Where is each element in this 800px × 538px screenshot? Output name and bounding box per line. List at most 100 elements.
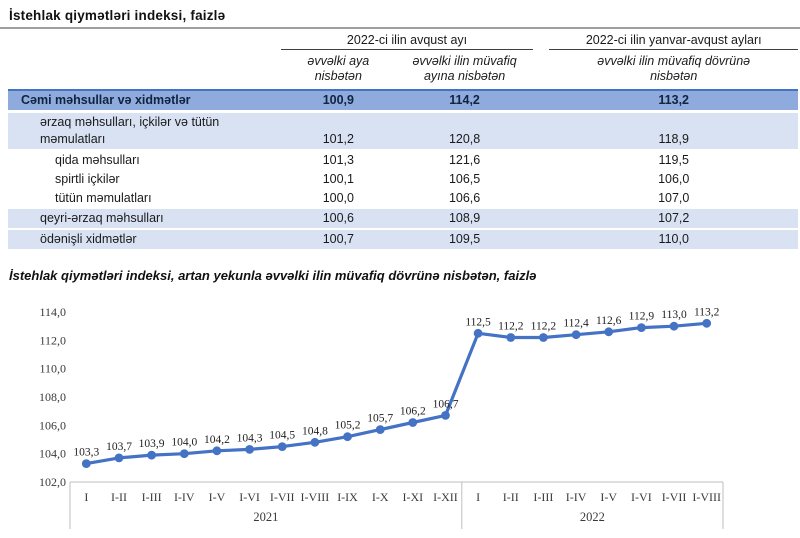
data-point [277, 442, 287, 451]
data-label: 104,2 [204, 434, 230, 446]
year-label: 2021 [253, 510, 278, 524]
table-row: ərzaq məhsulları, içkilər və tütün məmul… [8, 111, 798, 151]
row-value: 100,7 [280, 228, 396, 252]
col-header-prev-year-period: əvvəlki ilin müvafiq dövrünə nisbətən [549, 50, 798, 91]
y-tick-label: 102,0 [39, 475, 66, 489]
row-value: 100,1 [322, 172, 354, 186]
row-label: ərzaq məhsulları, içkilər və tütün məmul… [8, 111, 281, 151]
row-value: 106,5 [448, 172, 481, 186]
data-label: 105,2 [335, 420, 361, 432]
column-gap [533, 208, 550, 230]
data-point [473, 328, 483, 338]
x-tick-label: I-XI [402, 490, 423, 504]
x-tick-label: I-VIII [692, 490, 721, 504]
data-point [375, 425, 385, 434]
data-point [506, 333, 516, 342]
data-label: 112,9 [629, 311, 655, 323]
row-value: 114,2 [395, 89, 534, 114]
x-tick-label: I-VII [270, 490, 295, 504]
data-label: 104,0 [171, 437, 197, 449]
data-label: 104,8 [302, 425, 328, 437]
data-label: 112,4 [563, 318, 589, 330]
data-label: 105,7 [367, 413, 393, 425]
row-value: 118,9 [549, 111, 798, 151]
table-row: Cəmi məhsullar və xidmətlər 100,9 114,2 113… [8, 89, 798, 114]
col-header-text: əvvəlki ilin müvafiq ayına nisbətən [412, 54, 517, 83]
y-tick-label: 110,0 [39, 362, 66, 376]
y-tick-label: 108,0 [39, 390, 66, 404]
row-value: 108,9 [395, 208, 534, 230]
data-label: 103,9 [139, 438, 165, 450]
table-group-header-row: 2022-ci ilin avqust ayı 2022-ci ilin yan… [8, 30, 798, 50]
data-point [539, 333, 548, 342]
data-point [179, 449, 189, 459]
data-point [441, 411, 450, 420]
data-point [669, 321, 679, 331]
label-col-spacer [8, 30, 281, 50]
x-tick-label: I [84, 490, 88, 504]
data-label: 103,3 [73, 447, 99, 459]
row-value: 109,5 [395, 228, 534, 252]
data-point [702, 318, 712, 328]
data-point [343, 432, 352, 442]
x-tick-label: I-IV [566, 490, 587, 504]
x-tick-label: I-III [142, 490, 162, 504]
table-subheader-row: əvvəlki aya nisbətən əvvəlki ilin müvafi… [8, 49, 798, 91]
data-point [604, 327, 614, 337]
data-point [571, 330, 581, 340]
data-label: 112,2 [498, 321, 524, 333]
cpi-table: 2022-ci ilin avqust ayı 2022-ci ilin yan… [8, 30, 798, 252]
row-label: tütün məmulatları [55, 191, 152, 206]
table-row: qida məhsulları 101,3 121,6 119,5 [8, 149, 798, 170]
table-title: İstehlak qiymətləri indeksi, faizlə [0, 0, 800, 29]
data-label: 104,3 [237, 432, 263, 444]
data-label: 112,2 [531, 321, 557, 333]
table-row: spirtli içkilər 100,1 106,5 106,0 [8, 170, 798, 190]
col-header-prev-year-month: əvvəlki ilin müvafiq ayına nisbətən [396, 50, 533, 91]
data-point [637, 323, 646, 332]
row-value: 121,6 [448, 152, 481, 167]
col-header-text: əvvəlki ilin müvafiq dövrünə nisbətən [597, 54, 751, 83]
column-gap [533, 89, 550, 114]
data-point [245, 445, 255, 454]
row-value: 101,3 [322, 152, 354, 167]
table-row: qeyri-ərzaq məhsulları 100,6 108,9 107,2 [8, 208, 798, 230]
column-gap [533, 49, 550, 90]
y-tick-label: 112,0 [39, 333, 66, 347]
data-label: 112,6 [596, 315, 622, 327]
row-value: 100,0 [322, 191, 354, 206]
table-body: Cəmi məhsullar və xidmətlər 100,9 114,2 113… [8, 89, 798, 252]
x-tick-label: I-V [600, 490, 617, 504]
x-tick-label: I-III [533, 490, 553, 504]
row-value: 100,9 [280, 89, 396, 114]
x-tick-label: I-VI [631, 490, 652, 504]
col-header-text: əvvəlki aya nisbətən [307, 54, 370, 83]
column-gap [533, 111, 550, 151]
x-tick-label: I-IV [174, 490, 195, 504]
x-tick-label: I-VII [662, 490, 687, 504]
row-value: 100,6 [280, 208, 396, 230]
table-row: tütün məmulatları 100,0 106,6 107,0 [8, 189, 798, 209]
chart-title: İstehlak qiymətləri indeksi, artan yekun… [9, 268, 537, 283]
series-line [84, 321, 709, 466]
data-label: 113,0 [661, 309, 687, 321]
x-tick-label: I-X [372, 490, 389, 504]
x-tick-label: I-II [111, 490, 127, 504]
row-value: 101,2 [280, 111, 396, 151]
x-tick-label: I-VIII [301, 490, 330, 504]
row-label: spirtli içkilər [55, 172, 120, 186]
y-tick-label: 114,0 [39, 305, 66, 319]
x-tick-label: I [476, 490, 480, 504]
x-tick-label: I-II [503, 490, 519, 504]
data-point [212, 446, 222, 456]
column-gap [533, 228, 550, 252]
row-value: 119,5 [658, 152, 689, 167]
data-label: 103,7 [106, 441, 132, 453]
row-value: 110,0 [549, 228, 798, 252]
data-point [114, 453, 124, 463]
col-header-prev-month: əvvəlki aya nisbətən [281, 50, 396, 91]
col-group-august: 2022-ci ilin avqust ayı [280, 30, 534, 50]
row-value: 113,2 [549, 89, 798, 114]
x-tick-label: I-XII [433, 490, 458, 504]
